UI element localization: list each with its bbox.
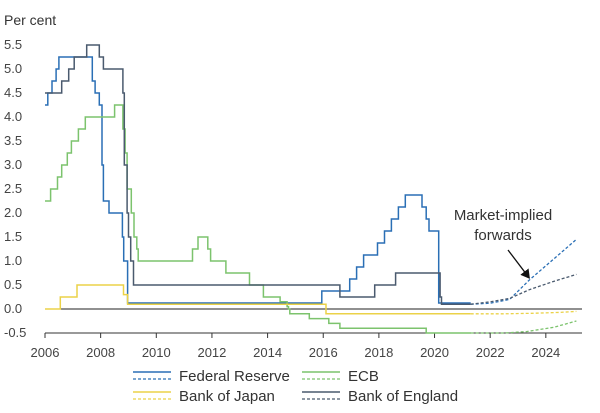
- x-tick-label: 2012: [197, 345, 226, 360]
- legend-label: ECB: [348, 368, 379, 385]
- x-tick-label: 2006: [31, 345, 60, 360]
- legend-item-ecb: ECB: [302, 368, 379, 385]
- series-lines: [45, 44, 577, 334]
- y-tick-label: 4.5: [4, 85, 22, 100]
- y-tick-label: 2.5: [4, 181, 22, 196]
- legend-item-bank-of-japan: Bank of Japan: [133, 388, 275, 405]
- bank-of-england-forward-line: [470, 273, 577, 305]
- forwards-annotation: Market-implied forwards: [454, 207, 552, 279]
- y-tick-label: 3.0: [4, 157, 22, 172]
- x-tick-label: 2014: [253, 345, 282, 360]
- ecb-forward-line: [470, 320, 577, 334]
- federal-reserve-line: [45, 56, 471, 304]
- y-tick-label: 0.5: [4, 277, 22, 292]
- bank-of-england-line: [45, 44, 471, 305]
- y-tick-label: 1.5: [4, 229, 22, 244]
- annotation-arrow: [507, 249, 530, 279]
- federal-reserve-forward-line: [470, 238, 577, 305]
- x-tick-label: 2010: [142, 345, 171, 360]
- y-tick-label: -0.5: [4, 325, 26, 340]
- y-tick-label: 1.0: [4, 253, 22, 268]
- y-tick-label: 0.0: [4, 301, 22, 316]
- x-tick-labels: 2006 2008 2010 2012 2014 2016 2018 2020 2022 2024: [31, 345, 561, 360]
- y-tick-label: 2.0: [4, 205, 22, 220]
- legend-item-federal-reserve: Federal Reserve: [133, 368, 290, 385]
- annotation-line-2: forwards: [474, 227, 532, 244]
- annotation-line-1: Market-implied: [454, 207, 552, 224]
- ecb-line: [45, 104, 471, 334]
- y-tick-label: 4.0: [4, 109, 22, 124]
- y-tick-labels: -0.5 0.0 0.5 1.0 1.5 2.0 2.5 3.0 3.5 4.0 4.5 5.0 5.5: [4, 37, 26, 340]
- y-tick-label: 3.5: [4, 133, 22, 148]
- bank-of-japan-line: [45, 284, 471, 315]
- y-tick-label: 5.5: [4, 37, 22, 52]
- x-tick-label: 2022: [476, 345, 505, 360]
- legend-label: Bank of England: [348, 388, 458, 405]
- x-tick-label: 2020: [420, 345, 449, 360]
- x-tick-label: 2016: [309, 345, 338, 360]
- x-tick-label: 2008: [86, 345, 115, 360]
- legend-item-bank-of-england: Bank of England: [302, 388, 458, 405]
- y-axis-title: Per cent: [4, 12, 56, 28]
- legend-label: Bank of Japan: [179, 388, 275, 405]
- legend-label: Federal Reserve: [179, 368, 290, 385]
- x-tick-label: 2018: [364, 345, 393, 360]
- x-tick-label: 2024: [531, 345, 560, 360]
- y-tick-label: 5.0: [4, 61, 22, 76]
- bank-of-japan-forward-line: [470, 310, 577, 315]
- legend: Federal Reserve ECB Bank of Japan Bank of E…: [133, 368, 458, 405]
